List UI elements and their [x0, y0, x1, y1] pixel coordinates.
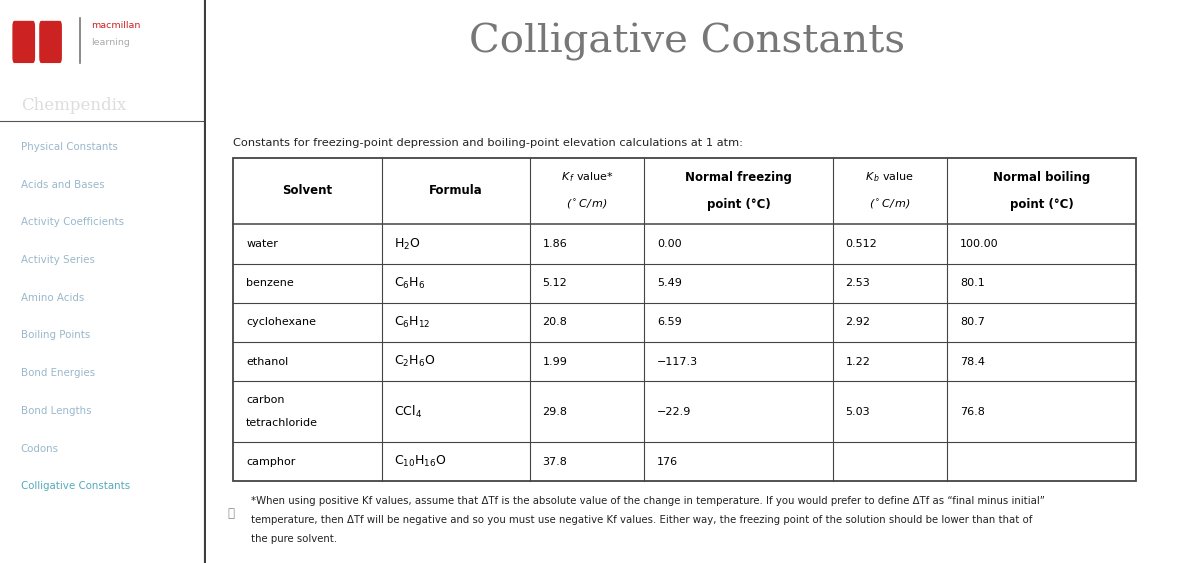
Text: water: water	[246, 239, 278, 249]
Text: 0.512: 0.512	[846, 239, 877, 249]
Text: Chempendix: Chempendix	[20, 97, 126, 114]
Text: temperature, then ΔTf will be negative and so you must use negative Kf values. E: temperature, then ΔTf will be negative a…	[251, 515, 1032, 525]
Text: 5.12: 5.12	[542, 278, 568, 288]
Text: 78.4: 78.4	[960, 357, 985, 367]
Text: Formula: Formula	[428, 185, 482, 198]
Text: −117.3: −117.3	[658, 357, 698, 367]
Text: $\mathrm{C_6H_6}$: $\mathrm{C_6H_6}$	[395, 276, 426, 291]
Text: ethanol: ethanol	[246, 357, 288, 367]
Text: Normal freezing: Normal freezing	[685, 171, 792, 184]
Text: $\mathrm{C_{10}H_{16}O}$: $\mathrm{C_{10}H_{16}O}$	[395, 454, 446, 470]
Text: Constants for freezing-point depression and boiling-point elevation calculations: Constants for freezing-point depression …	[233, 138, 743, 148]
Text: 80.1: 80.1	[960, 278, 985, 288]
Text: 37.8: 37.8	[542, 457, 568, 467]
Text: *When using positive Kf values, assume that ΔTf is the absolute value of the cha: *When using positive Kf values, assume t…	[251, 496, 1045, 506]
Text: $\mathrm{H_2O}$: $\mathrm{H_2O}$	[395, 236, 421, 252]
Text: $\mathrm{C_2H_6O}$: $\mathrm{C_2H_6O}$	[395, 354, 436, 369]
Text: Physical Constants: Physical Constants	[20, 142, 118, 152]
Text: Codons: Codons	[20, 444, 59, 454]
Text: $\mathrm{C_6H_{12}}$: $\mathrm{C_6H_{12}}$	[395, 315, 431, 330]
Text: tetrachloride: tetrachloride	[246, 418, 318, 428]
Text: ($^\circ$C/$\,m$): ($^\circ$C/$\,m$)	[566, 198, 608, 211]
Text: ⓘ: ⓘ	[228, 507, 235, 520]
Text: 29.8: 29.8	[542, 406, 568, 417]
Text: Amino Acids: Amino Acids	[20, 293, 84, 303]
Text: the pure solvent.: the pure solvent.	[251, 534, 337, 544]
Bar	[233, 158, 1136, 481]
FancyBboxPatch shape	[40, 21, 62, 63]
Text: 2.53: 2.53	[846, 278, 870, 288]
Text: Boiling Points: Boiling Points	[20, 330, 90, 341]
Text: Acids and Bases: Acids and Bases	[20, 180, 104, 190]
Text: Bond Energies: Bond Energies	[20, 368, 95, 378]
Text: ($^\circ$C/$\,m$): ($^\circ$C/$\,m$)	[869, 198, 911, 211]
Text: Colligative Constants: Colligative Constants	[20, 481, 130, 491]
Text: learning: learning	[91, 38, 130, 47]
Text: Normal boiling: Normal boiling	[992, 171, 1091, 184]
Text: Activity Series: Activity Series	[20, 255, 95, 265]
Text: $\mathrm{CCl_4}$: $\mathrm{CCl_4}$	[395, 404, 422, 420]
Text: cyclohexane: cyclohexane	[246, 318, 316, 328]
Text: 20.8: 20.8	[542, 318, 568, 328]
Text: 76.8: 76.8	[960, 406, 985, 417]
Text: 5.49: 5.49	[658, 278, 682, 288]
Text: Solvent: Solvent	[282, 185, 332, 198]
Text: 1.86: 1.86	[542, 239, 568, 249]
Text: macmillan: macmillan	[91, 21, 140, 30]
Text: Activity Coefficients: Activity Coefficients	[20, 217, 124, 227]
Text: 100.00: 100.00	[960, 239, 998, 249]
Text: 1.22: 1.22	[846, 357, 870, 367]
Text: 0.00: 0.00	[658, 239, 682, 249]
Text: camphor: camphor	[246, 457, 295, 467]
Text: 6.59: 6.59	[658, 318, 682, 328]
Text: 176: 176	[658, 457, 678, 467]
Text: benzene: benzene	[246, 278, 294, 288]
Text: 2.92: 2.92	[846, 318, 871, 328]
FancyBboxPatch shape	[12, 21, 35, 63]
Text: 1.99: 1.99	[542, 357, 568, 367]
Text: 5.03: 5.03	[846, 406, 870, 417]
Text: Bond Lengths: Bond Lengths	[20, 406, 91, 416]
Text: −22.9: −22.9	[658, 406, 691, 417]
Text: point (°C): point (°C)	[1009, 198, 1074, 211]
Text: carbon: carbon	[246, 395, 284, 405]
Text: $\mathit{K}_{\,b}$ value: $\mathit{K}_{\,b}$ value	[865, 171, 914, 184]
Text: point (°C): point (°C)	[707, 198, 770, 211]
Text: 80.7: 80.7	[960, 318, 985, 328]
Text: $\mathit{K}_{\,f}$ value*: $\mathit{K}_{\,f}$ value*	[560, 171, 613, 184]
Text: Colligative Constants: Colligative Constants	[469, 23, 905, 60]
